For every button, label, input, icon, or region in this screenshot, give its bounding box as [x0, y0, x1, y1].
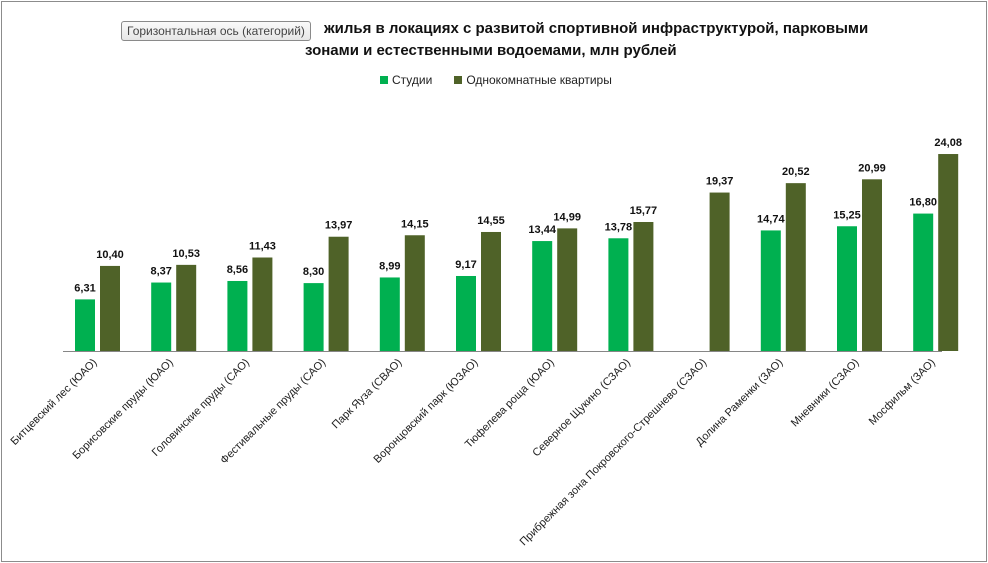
bar-one-room[interactable] — [862, 179, 882, 351]
data-label: 20,52 — [782, 166, 810, 178]
data-label: 20,99 — [858, 162, 886, 174]
bar-one-room[interactable] — [100, 265, 120, 351]
x-tick-label: Прибрежная зона Покровского-Стрешнево (С… — [518, 357, 710, 549]
bar-studio[interactable] — [379, 277, 400, 351]
chart-title-line2: зонами и естественными водоемами, млн ру… — [305, 42, 677, 59]
bar-one-room[interactable] — [252, 257, 273, 351]
data-label: 15,25 — [833, 209, 861, 221]
bar-one-room[interactable] — [328, 236, 349, 351]
data-label: 6,31 — [74, 282, 95, 294]
legend-item-one-room[interactable]: Однокомнатные квартиры — [454, 73, 612, 87]
data-label: 10,40 — [96, 249, 124, 261]
data-label: 8,30 — [303, 266, 324, 278]
legend-swatch — [454, 76, 463, 84]
bar-one-room[interactable] — [557, 228, 578, 351]
data-label: 13,97 — [325, 220, 353, 232]
bar-studio[interactable] — [760, 230, 781, 351]
data-label: 14,55 — [477, 215, 505, 227]
legend: Студии Однокомнатные квартиры — [380, 73, 612, 87]
x-tick-label: Тюфелева роща (ЮАО) — [463, 357, 557, 451]
bar-one-room[interactable] — [404, 235, 425, 351]
chart-title-line1: жилья в локациях с развитой спортивной и… — [324, 20, 869, 37]
data-label: 19,37 — [706, 176, 734, 188]
bar-studio[interactable] — [913, 213, 934, 351]
bar-studio[interactable] — [151, 282, 172, 351]
bar-one-room[interactable] — [938, 154, 959, 351]
bar-studio[interactable] — [75, 299, 95, 351]
data-label: 8,56 — [227, 264, 248, 276]
data-label: 11,43 — [249, 241, 276, 253]
legend-item-studios[interactable]: Студии — [380, 73, 432, 87]
legend-swatch — [380, 76, 388, 84]
data-label: 15,77 — [630, 205, 658, 217]
bar-studio[interactable] — [837, 226, 857, 351]
data-label: 10,53 — [172, 248, 200, 260]
data-label: 24,08 — [934, 137, 962, 149]
x-tick-label: Мневники (СЗАО) — [789, 357, 862, 430]
bar-one-room[interactable] — [633, 222, 654, 351]
x-tick-label: Мосфильм (ЗАО) — [867, 357, 938, 428]
x-tick-label: Долина Раменки (ЗАО) — [694, 357, 786, 449]
data-label: 9,17 — [455, 259, 476, 271]
bar-one-room[interactable] — [709, 192, 730, 351]
bar-studio[interactable] — [532, 241, 553, 351]
data-label: 13,44 — [528, 224, 556, 236]
data-label: 14,74 — [757, 213, 785, 225]
data-label: 13,78 — [605, 221, 633, 233]
bar-studio[interactable] — [227, 280, 248, 351]
legend-label: Студии — [392, 73, 433, 87]
bar-one-room[interactable] — [481, 231, 501, 351]
bar-studio[interactable] — [456, 275, 476, 351]
bar-one-room[interactable] — [176, 264, 197, 351]
data-label: 8,37 — [150, 266, 171, 278]
bar-one-room[interactable] — [785, 183, 806, 351]
bar-studio[interactable] — [303, 283, 324, 351]
data-label: 16,80 — [909, 197, 937, 209]
x-tick-label: Парк Яуза (СВАО) — [330, 357, 405, 432]
data-label: 14,99 — [553, 211, 581, 223]
bar-studio[interactable] — [608, 238, 629, 351]
data-label: 14,15 — [401, 218, 429, 230]
x-tick-label: Битцевский лес (ЮАО) — [8, 357, 99, 448]
legend-label: Однокомнатные квартиры — [466, 73, 612, 87]
horizontal-axis-tooltip-button[interactable]: Горизонтальная ось (категорий) — [121, 21, 311, 41]
data-label: 8,99 — [379, 260, 400, 272]
